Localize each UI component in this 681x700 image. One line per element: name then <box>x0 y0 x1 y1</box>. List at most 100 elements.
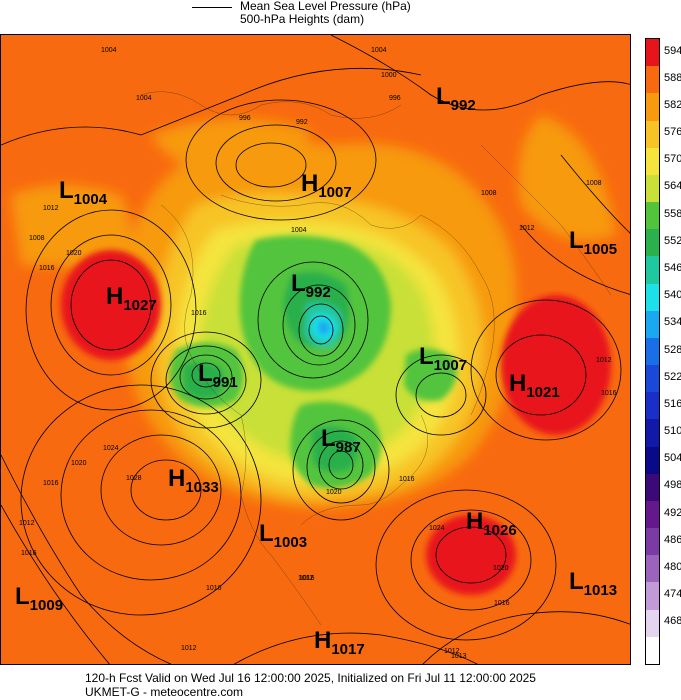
map-canvas <box>1 35 630 664</box>
high-pressure-1026: H1026 <box>466 508 517 539</box>
isobar-east <box>560 154 630 234</box>
low-pressure-1007: L1007 <box>419 343 468 374</box>
colorbar-tick-label: 468 <box>664 615 681 628</box>
coastline-asia <box>480 144 612 296</box>
isobar-high-1033-inner <box>130 459 202 521</box>
height-fill-534 <box>317 320 331 335</box>
colorbar-tick-label: 594 <box>664 44 681 57</box>
isobar-northeast <box>330 35 630 111</box>
isobar-southeast <box>422 611 630 664</box>
height-fill-594-east <box>501 295 611 435</box>
isobar-label: 1020 <box>326 489 342 496</box>
isobar-low-992-4 <box>257 261 369 379</box>
isobar-label: 1016 <box>191 310 207 317</box>
isobar-label: 1016 <box>299 575 315 582</box>
map-legend: Mean Sea Level Pressure (hPa) 500-hPa He… <box>192 0 492 30</box>
isobar-low-992-2 <box>298 303 344 357</box>
low-pressure-992-pole: L992 <box>291 270 331 301</box>
colorbar-swatch <box>646 609 659 638</box>
low-pressure-1003: L1003 <box>259 520 308 551</box>
colorbar-tick-label: 522 <box>664 370 681 383</box>
isobar-label: 1016 <box>601 390 617 397</box>
isobar-label: 1016 <box>206 585 222 592</box>
low-pressure-991: L991 <box>198 360 238 391</box>
colorbar-swatch <box>646 528 659 556</box>
colorbar-swatch <box>646 392 659 420</box>
isobar-high-1021-outer <box>470 299 622 441</box>
forecast-valid-text: 120-h Fcst Valid on Wed Jul 16 12:00:00 … <box>85 671 536 685</box>
colorbar-tick-label: 570 <box>664 153 681 166</box>
colorbar-tick-label: 552 <box>664 234 681 247</box>
isobar-high-1027-outer <box>25 209 197 411</box>
high-pressure-1033: H1033 <box>168 465 219 496</box>
colorbar-tick-label: 480 <box>664 560 681 573</box>
isobar-high-1027-inner <box>70 259 152 351</box>
low-pressure-1005: L1005 <box>569 227 618 258</box>
height-fill-582-east <box>518 115 616 241</box>
isobar-low-991-2 <box>179 354 233 400</box>
legend-mslp-label: Mean Sea Level Pressure (hPa) <box>240 0 411 13</box>
isobar-low-987-3 <box>306 430 376 504</box>
isobar-high-1021-inner <box>495 334 587 416</box>
colorbar-swatch <box>646 39 659 67</box>
isobar-low-991-4 <box>150 331 262 429</box>
isobar-south <box>233 632 478 664</box>
isobar-label: 1008 <box>481 190 497 197</box>
high-pressure-1021: H1021 <box>509 370 560 401</box>
isobar-low-1007-1 <box>415 372 467 418</box>
isobar-label: 1012 <box>444 648 460 655</box>
colorbar-swatch <box>646 66 659 94</box>
isobar-southwest <box>1 454 172 664</box>
colorbar-swatch <box>646 120 659 149</box>
colorbar-tick-label: 534 <box>664 316 681 329</box>
isobar-label: 1008 <box>29 235 45 242</box>
colorbar-swatch <box>646 365 659 393</box>
coastline-north <box>140 91 402 119</box>
high-pressure-1007: H1007 <box>301 170 352 201</box>
colorbar-swatch <box>646 500 659 529</box>
colorbar-tick-label: 504 <box>664 452 681 465</box>
colorbar-swatch <box>646 310 659 339</box>
isobar-high-1033-mid <box>100 434 222 546</box>
colorbar-swatch <box>646 202 659 230</box>
isobar-high-1033-outermost <box>20 384 262 616</box>
isobar-low-north-3 <box>185 99 377 221</box>
low-pressure-1013: L1013 <box>569 568 618 599</box>
colorbar-tick-label: 546 <box>664 261 681 274</box>
isobar-label: 1004 <box>101 47 117 54</box>
colorbar-tick-label: 486 <box>664 533 681 546</box>
isobar-label: 1000 <box>381 72 397 79</box>
colorbar-tick-label: 540 <box>664 289 681 302</box>
legend-heights-label: 500-hPa Heights (dam) <box>240 12 365 26</box>
isobar-label: 1012 <box>19 520 35 527</box>
coastline-arctic <box>220 194 495 416</box>
colorbar-swatch <box>646 473 659 502</box>
colorbar-swatch <box>646 283 659 312</box>
colorbar-tick-label: 498 <box>664 479 681 492</box>
isobar-label: 1016 <box>39 265 55 272</box>
isobar-label: 1024 <box>103 445 119 452</box>
low-pressure-1009: L1009 <box>15 583 64 614</box>
isobar-label: 1004 <box>371 47 387 54</box>
height-fill-594-south <box>426 515 516 595</box>
isobar-label: 1012 <box>298 575 314 582</box>
isobar-label: 996 <box>389 95 401 102</box>
isobar-low-north-2 <box>215 124 337 202</box>
source-credit: UKMET-G - meteocentre.com <box>85 685 244 699</box>
coastline-americas <box>160 204 322 626</box>
isobar-label: 1012 <box>181 645 197 652</box>
isobar-label: 1012 <box>519 225 535 232</box>
isobar-label: 1012 <box>596 357 612 364</box>
isobar-label: 1008 <box>586 180 602 187</box>
low-pressure-1004: L1004 <box>59 177 108 208</box>
isobar-label: 1016 <box>21 550 37 557</box>
isobar-label: 1016 <box>494 600 510 607</box>
isobar-low-987-2 <box>318 440 364 490</box>
colorbar-tick-label: 510 <box>664 425 681 438</box>
colorbar-swatch <box>646 93 659 122</box>
high-pressure-1027: H1027 <box>106 283 157 314</box>
low-pressure-992-north: L992 <box>436 83 476 114</box>
high-pressure-1017: H1017 <box>314 627 365 658</box>
colorbar-tick-label: 558 <box>664 207 681 220</box>
colorbar-tick-label: 564 <box>664 180 681 193</box>
